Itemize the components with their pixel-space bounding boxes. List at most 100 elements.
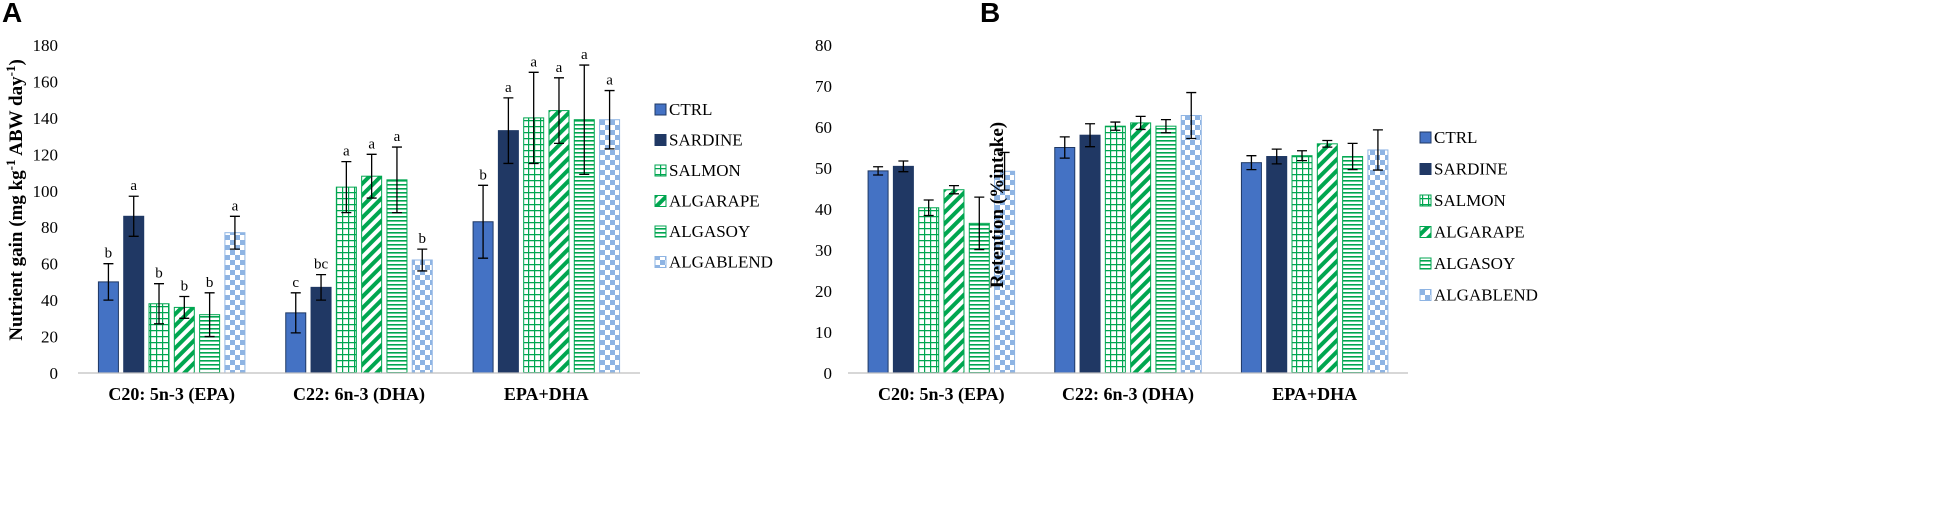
legend-swatch-algarape [654,195,667,207]
bar-salmon [1104,125,1126,374]
error-bar [579,64,590,176]
bar-algarape [361,175,383,374]
legend-swatch-ctrl [1419,131,1432,144]
y-tick-label: 60 [815,118,832,137]
legend-swatch-salmon [654,164,667,177]
panel-a-bars: b a b b b a cbc a a a b b a a a a a [97,47,621,374]
significance-letter: b [479,167,487,183]
legend-swatch-algasoy [1419,257,1432,270]
error-bar [604,89,615,150]
x-category-label: C20: 5n-3 (EPA) [108,384,235,405]
significance-letter: a [232,198,239,214]
y-tick-label: 180 [33,36,59,55]
legend-label-algablend: ALGABLEND [669,253,773,272]
significance-letter: b [206,275,214,291]
panel-a-y-axis: 0 20 40 60 80 100 120 140 160 180 [33,36,59,383]
error-bar [1160,118,1171,134]
legend-swatch-algasoy [654,225,667,238]
error-bar [1186,91,1197,140]
x-category-label: C22: 6n-3 (DHA) [293,384,425,405]
bar-algasoy [1155,125,1177,374]
y-tick-label: 120 [33,145,59,164]
error-bar [1110,121,1121,131]
y-tick-label: 40 [41,291,58,310]
bar-salmon [918,207,940,374]
significance-letter: a [581,47,588,63]
legend-swatch-algablend [654,256,667,268]
panel-b-x-axis: C20: 5n-3 (EPA) C22: 6n-3 (DHA) EPA+DHA [848,372,1408,405]
y-tick-label: 80 [815,36,832,55]
significance-letter: a [343,144,350,160]
bar-algablend [599,119,621,374]
y-tick-label: 30 [815,241,832,260]
bar-algarape [1316,143,1338,374]
x-category-label: EPA+DHA [1272,384,1357,404]
significance-letter: a [368,136,375,152]
significance-letter: a [530,54,537,70]
error-bar [103,263,114,301]
significance-letter: b [155,266,163,282]
bar-ctrl [1054,147,1076,374]
error-bar [341,160,352,214]
significance-letter: b [105,246,113,262]
error-bar [923,199,934,217]
significance-letter: a [505,80,512,96]
significance-letter: a [394,129,401,145]
legend-label-algasoy: ALGASOY [1434,254,1515,273]
legend-label-algablend: ALGABLEND [1434,286,1538,305]
bar-algasoy [1342,156,1364,374]
y-tick-label: 20 [815,282,832,301]
significance-letter: bc [314,257,329,273]
error-bar [1085,123,1096,148]
error-bar [478,184,489,259]
y-tick-label: 100 [33,182,59,201]
y-tick-label: 80 [41,218,58,237]
significance-letter: b [181,278,189,294]
error-bar [204,292,215,338]
significance-letter: a [130,178,137,194]
y-tick-label: 0 [824,364,833,383]
panel-letter-b: B [980,0,1000,28]
y-tick-label: 50 [815,159,832,178]
panel-b-y-axis-label: Retention (%intake) [987,122,1008,288]
error-bar [366,153,377,199]
error-bar [873,166,884,176]
bar-salmon [335,186,357,374]
error-bar [1246,155,1257,171]
x-category-label: C20: 5n-3 (EPA) [878,384,1005,405]
error-bar [128,195,139,237]
panel-a-legend: CTRL SARDINE SALMON ALGARAPE ALGASOY ALGABLEN… [654,100,773,272]
bar-sardine [1079,134,1101,374]
y-tick-label: 10 [815,323,832,342]
bar-algablend [224,232,246,374]
bar-algarape [548,110,570,374]
y-tick-label: 60 [41,255,58,274]
bar-algablend [1180,115,1202,374]
error-bar [179,295,190,319]
panel-a-x-axis: C20: 5n-3 (EPA) C22: 6n-3 (DHA) EPA+DHA [78,372,640,405]
error-bar [898,160,909,173]
error-bar [391,146,402,214]
error-bar [1271,148,1282,165]
error-bar [948,184,959,195]
panel-a-y-axis-label: Nutrient gain (mg kg-1 ABW day-1) [3,59,28,341]
bar-ctrl [867,170,889,374]
panel-letter-a: A [2,0,22,28]
significance-letter: c [292,275,299,291]
legend-swatch-algablend [1419,289,1432,301]
significance-letter: a [606,73,613,89]
error-bar [1297,150,1308,162]
legend-swatch-sardine [654,134,667,146]
legend-label-ctrl: CTRL [669,100,712,119]
error-bar [974,196,985,251]
error-bar [229,215,240,250]
error-bar [1347,142,1358,171]
bar-algablend [1367,149,1389,374]
legend-label-ctrl: CTRL [1434,128,1477,147]
error-bar [417,248,428,272]
error-bar [154,283,165,325]
significance-letter: b [419,231,427,247]
y-tick-label: 160 [33,72,59,91]
